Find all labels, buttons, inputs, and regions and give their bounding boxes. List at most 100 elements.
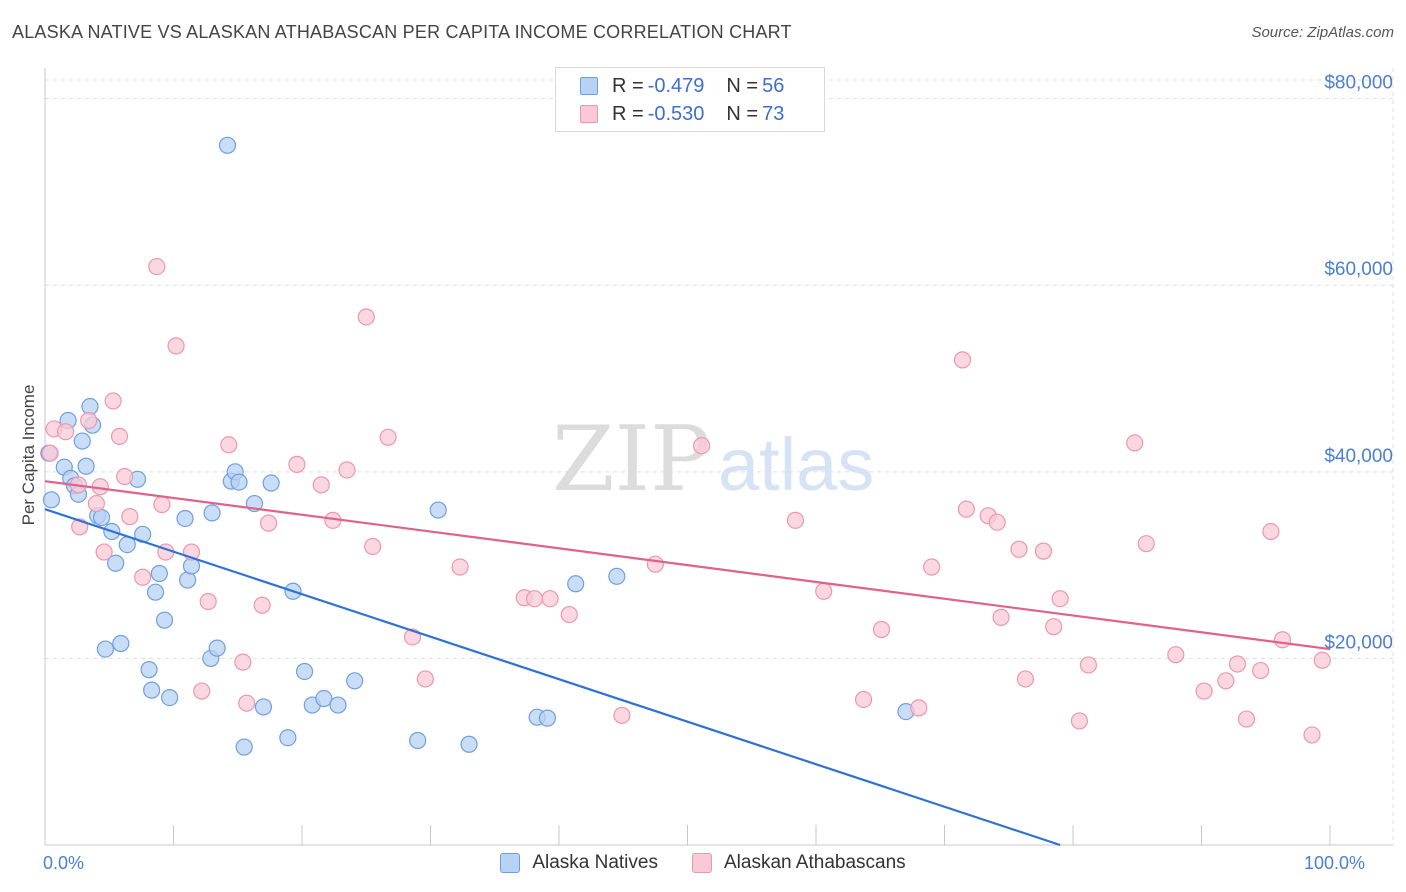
point-alaska-native: [608, 567, 626, 585]
point-alaskan-athabascan: [288, 455, 306, 473]
point-alaskan-athabascan: [87, 494, 106, 513]
point-alaskan-athabascan: [1252, 661, 1270, 680]
point-alaskan-athabascan: [95, 543, 113, 561]
point-alaskan-athabascan: [1016, 670, 1035, 688]
point-alaskan-athabascan: [854, 690, 873, 709]
y-tick-label: $80,000: [1324, 73, 1393, 94]
legend-n-label: N =: [726, 102, 759, 125]
point-alaskan-athabascan: [957, 500, 975, 518]
point-alaskan-athabascan: [1303, 726, 1321, 744]
point-alaskan-athabascan: [253, 596, 271, 614]
point-alaska-native: [150, 564, 168, 583]
point-alaskan-athabascan: [199, 592, 217, 611]
legend-swatch-blue: [580, 77, 598, 95]
point-alaska-native: [346, 672, 364, 690]
point-alaska-native: [161, 688, 179, 707]
point-alaskan-athabascan: [121, 508, 139, 526]
correlation-legend: R = -0.479 N = 56 R = -0.530 N = 73: [555, 67, 825, 132]
point-alaskan-athabascan: [104, 392, 122, 410]
point-alaska-native: [146, 583, 165, 601]
point-alaskan-athabascan: [923, 558, 941, 576]
point-alaska-native: [112, 634, 130, 653]
series-legend-label: Alaskan Athabascans: [723, 852, 906, 873]
point-alaskan-athabascan: [693, 437, 711, 455]
point-alaskan-athabascan: [1079, 656, 1098, 674]
y-axis-label: Per Capita Income: [19, 385, 38, 526]
legend-n-value: 73: [762, 102, 785, 125]
watermark: ZIP atlas: [552, 407, 874, 512]
x-tick-label: 100.0%: [1304, 853, 1365, 873]
point-alaska-native: [42, 491, 61, 509]
point-alaskan-athabascan: [338, 461, 356, 479]
point-alaskan-athabascan: [1167, 646, 1185, 664]
point-alaskan-athabascan: [56, 423, 75, 441]
y-tick-label: $60,000: [1324, 259, 1393, 280]
point-alaska-native: [429, 501, 447, 519]
x-tick-label: 0.0%: [43, 853, 84, 873]
legend-n-label: N =: [726, 74, 759, 97]
y-tick-label: $20,000: [1324, 632, 1393, 653]
point-alaska-native: [315, 689, 333, 708]
point-alaskan-athabascan: [220, 436, 238, 454]
point-alaskan-athabascan: [560, 605, 578, 624]
legend-swatch-pink: [580, 105, 598, 123]
point-alaskan-athabascan: [451, 558, 469, 576]
point-alaskan-athabascan: [312, 476, 330, 494]
point-alaska-native: [140, 661, 158, 679]
point-alaska-native: [230, 473, 248, 491]
point-alaskan-athabascan: [872, 620, 891, 639]
point-alaskan-athabascan: [148, 257, 166, 276]
point-alaskan-athabascan: [646, 555, 664, 573]
point-alaska-native: [254, 698, 273, 716]
point-alaskan-athabascan: [1313, 651, 1331, 669]
point-alaska-native: [155, 611, 174, 629]
point-alaskan-athabascan: [1237, 710, 1256, 728]
point-alaskan-athabascan: [541, 590, 559, 608]
point-alaskan-athabascan: [1137, 535, 1155, 553]
point-alaska-native: [77, 457, 95, 475]
point-alaska-native: [143, 681, 161, 699]
watermark-atlas: atlas: [718, 423, 874, 506]
point-alaskan-athabascan: [1273, 631, 1292, 649]
point-alaskan-athabascan: [238, 694, 256, 712]
point-alaskan-athabascan: [1010, 540, 1028, 558]
point-alaska-native: [295, 662, 314, 681]
watermark-zip: ZIP: [552, 407, 711, 512]
point-alaskan-athabascan: [815, 582, 833, 600]
point-alaska-native: [203, 504, 221, 522]
series-legend-item-alaska-natives: Alaska Natives: [500, 852, 658, 874]
point-alaska-native: [235, 738, 253, 756]
point-alaska-native: [279, 729, 297, 747]
point-alaska-native: [329, 696, 347, 714]
legend-n-value: 56: [762, 74, 785, 97]
point-alaskan-athabascan: [1126, 434, 1144, 452]
point-alaska-native: [107, 554, 125, 572]
series-legend: Alaska Natives Alaskan Athabascans: [0, 852, 1406, 874]
series-legend-item-alaskan-athabascans: Alaskan Athabascans: [691, 852, 906, 874]
point-alaskan-athabascan: [80, 411, 98, 430]
series-legend-label: Alaska Natives: [532, 852, 658, 873]
point-alaska-native: [96, 640, 114, 658]
point-alaskan-athabascan: [1051, 590, 1069, 608]
y-tick-label: $40,000: [1324, 446, 1393, 467]
trend-line-alaska-natives: [44, 508, 1061, 847]
point-alaskan-athabascan: [953, 351, 972, 369]
point-alaskan-athabascan: [234, 653, 252, 671]
point-alaskan-athabascan: [910, 699, 928, 717]
point-alaskan-athabascan: [1195, 682, 1213, 700]
point-alaska-native: [176, 509, 194, 528]
point-alaska-native: [208, 639, 226, 657]
point-alaska-native: [460, 735, 478, 753]
series-swatch-pink: [691, 853, 712, 873]
point-alaskan-athabascan: [167, 337, 185, 355]
point-alaskan-athabascan: [357, 308, 375, 326]
legend-row-alaska-natives: R = -0.479 N = 56: [580, 73, 788, 99]
point-alaska-native: [262, 474, 280, 492]
source-label: Source: ZipAtlas.com: [1251, 24, 1394, 41]
point-alaskan-athabascan: [1034, 542, 1053, 560]
trend-lines: [44, 480, 1331, 847]
point-alaskan-athabascan: [992, 608, 1010, 626]
point-alaska-native: [218, 136, 237, 154]
legend-r-value: -0.479: [647, 74, 705, 97]
